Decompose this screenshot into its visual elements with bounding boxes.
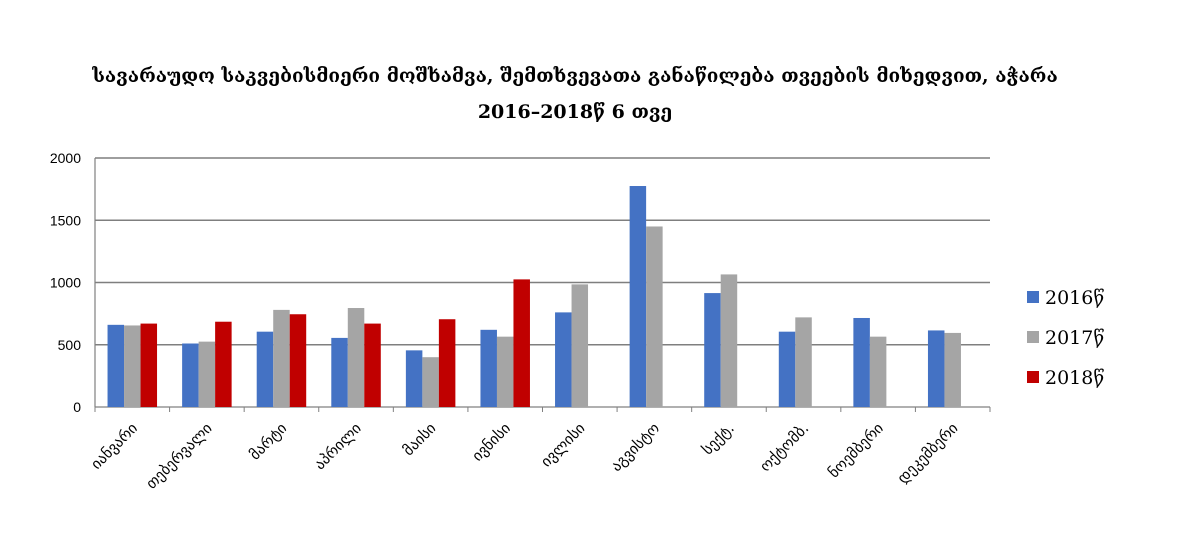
x-category-label: აგვისტო bbox=[607, 419, 663, 475]
x-category-label: ოქტომბ. bbox=[756, 419, 812, 475]
x-category-label: სექტ. bbox=[698, 419, 737, 458]
bar-2016წ-2 bbox=[182, 343, 199, 407]
bar-2016წ-11 bbox=[853, 317, 870, 407]
bar-2018წ-6 bbox=[513, 279, 530, 407]
bar-2016წ-5 bbox=[405, 350, 423, 407]
bar-2017წ-9 bbox=[720, 274, 738, 407]
bar-2017წ-4 bbox=[347, 308, 365, 407]
x-category-label: მარტი bbox=[246, 419, 291, 464]
x-category-label: აპრილი bbox=[311, 419, 365, 473]
legend-label: 2016წ bbox=[1045, 287, 1104, 309]
legend-swatch bbox=[1027, 291, 1039, 303]
bar-2016წ-7 bbox=[555, 312, 572, 407]
y-tick-label: 2000 bbox=[50, 150, 81, 166]
legend-label: 2017წ bbox=[1045, 327, 1104, 349]
bar-2017წ-10 bbox=[795, 317, 812, 407]
y-tick-label: 1500 bbox=[50, 212, 81, 228]
bar-2017წ-2 bbox=[198, 341, 216, 407]
bar-2016წ-1 bbox=[107, 324, 125, 407]
legend-swatch bbox=[1027, 331, 1039, 343]
bar-2018წ-2 bbox=[215, 321, 232, 407]
bar-2017წ-12 bbox=[944, 332, 961, 407]
y-tick-label: 1000 bbox=[50, 275, 81, 291]
bar-2016წ-9 bbox=[704, 293, 721, 407]
x-category-label: იანვარი bbox=[87, 419, 141, 473]
y-tick-label: 0 bbox=[73, 399, 81, 415]
bar-2017წ-5 bbox=[422, 357, 439, 407]
legend-label: 2018წ bbox=[1045, 367, 1104, 389]
bar-2017წ-11 bbox=[869, 336, 887, 407]
legend-swatch bbox=[1027, 371, 1039, 383]
bar-2017წ-1 bbox=[124, 325, 141, 407]
bar-2016წ-4 bbox=[331, 337, 348, 407]
chart-subtitle: 2016–2018წ 6 თვე bbox=[477, 101, 673, 123]
bar-2016წ-10 bbox=[778, 331, 796, 407]
x-category-label: ნოემბერი bbox=[825, 419, 888, 482]
bar-2017წ-6 bbox=[496, 336, 514, 407]
y-tick-label: 500 bbox=[58, 337, 82, 353]
x-category-label: ივნისი bbox=[468, 419, 514, 465]
x-category-label: ივლისი bbox=[537, 419, 589, 471]
bar-2017წ-7 bbox=[571, 284, 589, 407]
bar-2016წ-6 bbox=[480, 329, 497, 407]
bar-2018წ-3 bbox=[289, 314, 307, 407]
x-category-label: დეკემბერი bbox=[894, 419, 962, 487]
bar-2016წ-8 bbox=[629, 186, 647, 407]
chart-title-line-1: სავარაუდო საკვებისმიერი მოშხამვა, შემთხვ… bbox=[92, 65, 1058, 87]
x-category-label: მაისი bbox=[399, 419, 439, 459]
bar-2018წ-5 bbox=[438, 319, 456, 407]
bar-2016წ-12 bbox=[927, 330, 945, 407]
chart-title: სავარაუდო საკვებისმიერი მოშხამვა, შემთხვ… bbox=[0, 58, 1150, 130]
x-category-label: თებერვალი bbox=[142, 419, 216, 493]
bar-2018წ-4 bbox=[364, 323, 381, 407]
bar-2017წ-3 bbox=[273, 309, 290, 407]
bar-2017წ-8 bbox=[646, 226, 663, 407]
bar-2016წ-3 bbox=[256, 331, 274, 407]
bar-2018წ-1 bbox=[140, 323, 158, 407]
